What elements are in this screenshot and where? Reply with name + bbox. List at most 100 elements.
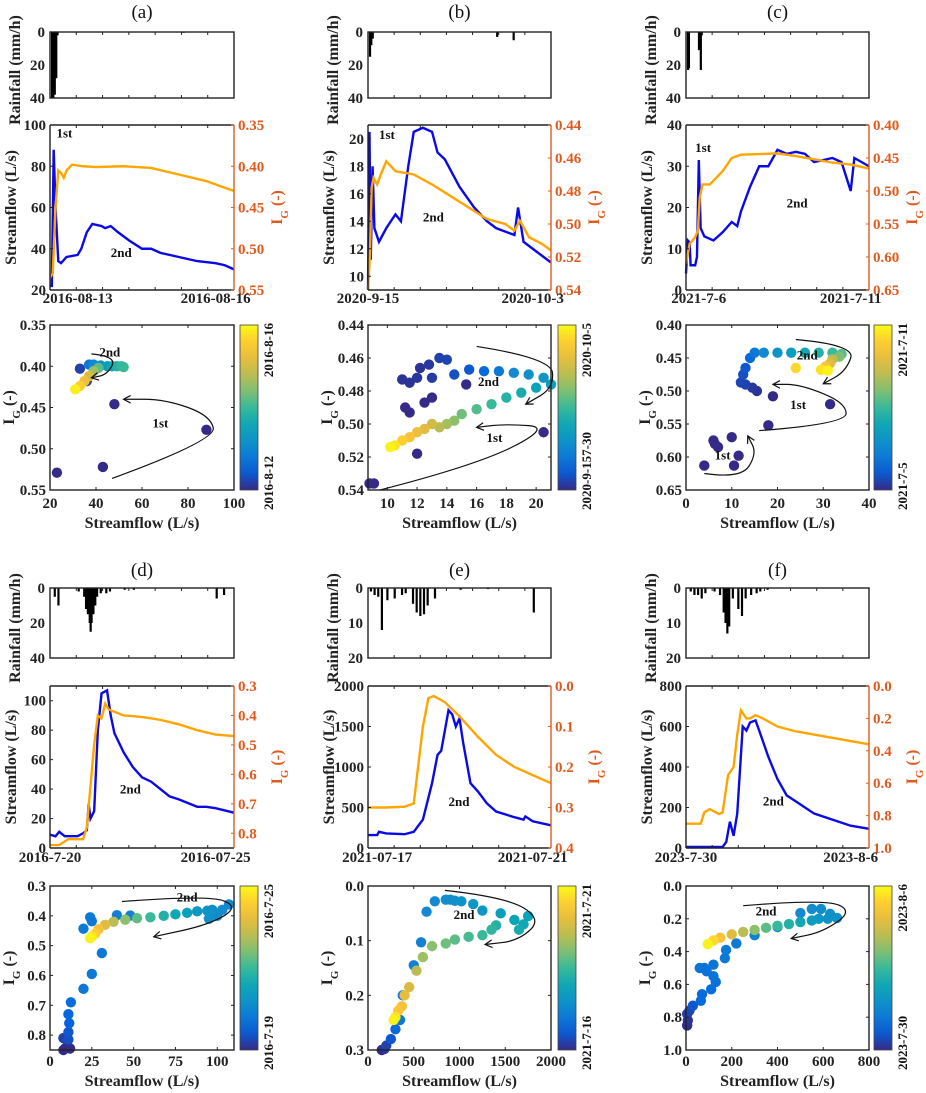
scatter-plot: 2nd 0 200 400 600 800 0.0 0.2 0.4 0.6 0.8 1.0 Stream… [637,879,910,1090]
scatter-xtick-label: 200 [721,1054,744,1070]
rainfall-bar [373,588,376,595]
rainfall-bar [108,588,112,592]
scatter-point [767,391,779,402]
scatter-point [731,938,742,949]
scatter-point [516,387,527,398]
scatter-xlabel: Streamflow (L/s) [85,515,200,532]
ts-ytick-label: 0 [675,283,683,299]
colorbar-top-label: 2016-8-16 [261,323,276,378]
scatter-point [429,896,440,907]
scatter-annotation: 2nd [177,890,199,905]
scatter-ylabel: IG (-) [319,951,341,986]
scatter-ytick-label: 0.0 [663,879,682,895]
ts-ytick-label: 20 [31,283,46,299]
scatter-point [523,369,534,380]
scatter-point [65,997,77,1008]
scatter-point [456,408,467,420]
scatter-plot: 2nd 1st 1st 0 10 20 30 40 0.40 0.45 0.50 0.55 0.60 0.… [637,318,910,532]
scatter-xlabel: Streamflow (L/s) [720,515,835,532]
colorbar-bottom-label: 2021-7-5 [895,462,910,510]
arrow-head-icon [789,932,800,942]
ts-annotation: 2nd [787,196,809,211]
scatter-xtick-label: 16 [469,496,485,512]
rainfall-ytick-label: 40 [30,651,45,667]
ts-y2label: IG (-) [586,190,608,225]
rainfall-bar [377,588,380,597]
ts-ytick-label: 12 [349,242,364,258]
rainfall-bar [411,588,415,604]
ts-ylabel: Streamflow (L/s) [3,710,20,825]
scatter-point [108,916,119,927]
arrow-head-icon [152,931,162,940]
ts-xtick-label: 2021-07-21 [498,850,568,866]
scatter-xlabel: Streamflow (L/s) [720,1073,835,1090]
scatter-point [411,372,423,383]
arrow-head-icon [746,434,755,444]
rainfall-bar [740,588,744,616]
scatter-point [63,1009,74,1020]
ts-annotation: 2nd [763,793,785,808]
colorbar-bottom-label: 2021-7-16 [579,1015,594,1070]
ts-y2tick-label: 0.40 [873,118,899,134]
ts-y2tick-label: 0.4 [873,744,892,760]
ts-y2tick-label: 0.7 [238,797,257,813]
scatter-ytick-label: 0.46 [338,351,365,367]
scatter-point [726,929,737,940]
ts-annotation: 1st [56,125,73,140]
scatter-xtick-label: 14 [439,496,455,512]
rainfall-bar [704,588,707,594]
scatter-point [202,905,213,916]
scatter-point [799,347,811,358]
rainfall-bar [728,588,731,627]
scatter-point [118,361,129,373]
timeseries-plot: 0 200 400 600 800 0.0 0.2 0.4 0.6 0.8 1.0 2023-7-30… [639,679,926,866]
hysteresis-arrow [476,345,554,405]
ts-ytick-label: 10 [667,242,682,258]
scatter-point [790,362,801,374]
ts-y2tick-label: 0.2 [873,711,892,727]
colorbar-bar [239,324,259,491]
ts-ytick-label: 600 [660,720,683,736]
ts-y2label: IG (-) [269,750,291,785]
colorbar-bar [873,324,893,491]
hysteresis-arrow [704,435,755,476]
scatter-point [772,920,783,932]
rainfall-bar [96,588,99,597]
scatter-point [460,379,472,390]
scatter-point [471,403,482,415]
rainfall-bar [77,588,80,592]
scatter-ytick-label: 0.60 [656,450,682,466]
scatter-xtick-label: 100 [206,1054,229,1070]
scatter-annotation: 1st [715,448,732,463]
ts-ytick-label: 20 [667,201,682,217]
scatter-xtick-label: 600 [812,1054,835,1070]
streamflow-line [368,707,552,837]
scatter-point [712,441,724,453]
panel-title: (b) [448,2,470,23]
ts-y2tick-label: 0.50 [238,242,264,258]
scatter-point [806,903,818,915]
rainfall-bar [699,32,702,70]
hysteresis-arrow [743,901,847,940]
rainfall-bar [718,588,722,595]
ts-y2tick-label: 0.6 [873,776,892,792]
colorbar: 2021-7-11 2021-7-5 [873,323,910,510]
ts-ytick-label: 20 [31,812,46,828]
scatter-ytick-label: 0.50 [338,417,364,433]
scatter-point [783,918,795,930]
rainfall-bar [700,588,703,599]
scatter-xtick-label: 10 [724,496,739,512]
streamflow-line [50,149,235,288]
scatter-xtick-label: 20 [770,496,785,512]
scatter-point [426,372,438,383]
ts-y2tick-label: 0.60 [873,250,899,266]
scatter-point [390,1024,401,1035]
panel-d: (d) 0 20 40 Rainfall (mm/h) 0 20 40 60 80 100 0.3 0.… [1,560,291,1090]
scatter-points [699,347,847,471]
scatter-ytick-label: 0.4 [663,945,682,961]
colorbar-bar [873,885,893,1051]
scatter-point [404,377,415,388]
rainfall-ytick-label: 40 [30,91,45,107]
scatter-point [404,407,415,418]
scatter-xtick-label: 800 [858,1054,881,1070]
